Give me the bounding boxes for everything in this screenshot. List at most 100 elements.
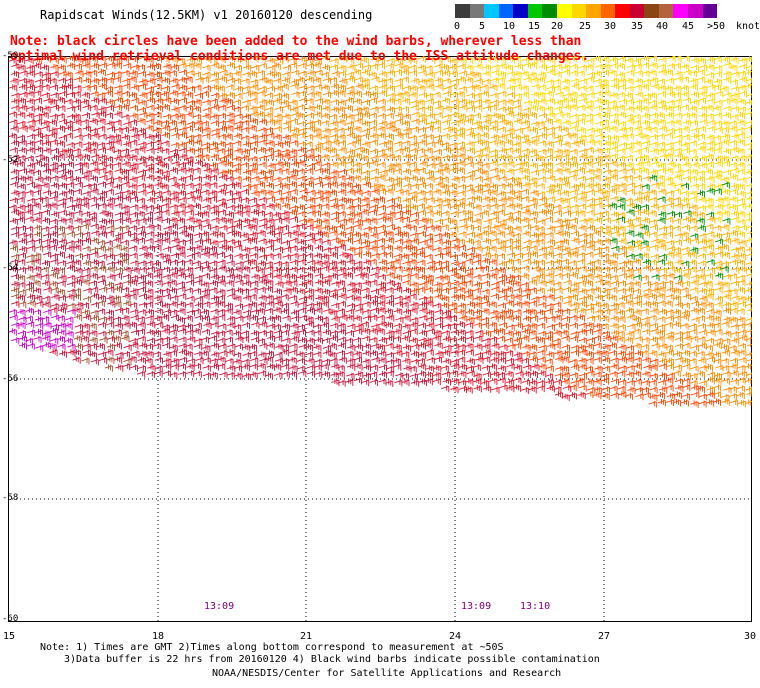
wind-barb [440, 295, 450, 303]
wind-barb [353, 295, 362, 303]
wind-barb [218, 216, 227, 225]
wind-barb [690, 286, 699, 294]
wind-barb [210, 167, 219, 175]
wind-barb [90, 77, 100, 86]
wind-barb [529, 162, 538, 170]
wind-barb [459, 223, 468, 231]
wind-barb [683, 210, 692, 217]
wind-barb [362, 315, 372, 323]
wind-barb [98, 316, 107, 324]
wind-barb [202, 112, 211, 121]
wind-barb [178, 62, 187, 70]
wind-barb [170, 190, 179, 198]
wind-barb [417, 286, 426, 294]
wind-barb [457, 302, 467, 310]
wind-barb [706, 92, 716, 100]
wind-barb [289, 188, 298, 196]
wind-barb [402, 273, 411, 281]
wind-barb [154, 76, 163, 84]
wind-barb [131, 267, 140, 275]
wind-barb [322, 105, 331, 113]
wind-barb [241, 210, 250, 217]
wind-barb [392, 127, 401, 135]
wind-barb [378, 251, 387, 259]
wind-barb [680, 76, 689, 84]
wind-barb [672, 188, 681, 196]
wind-barb [154, 279, 163, 287]
wind-barb [473, 372, 482, 380]
wind-barb [680, 197, 689, 205]
wind-barb [353, 281, 362, 289]
wind-barb [234, 125, 243, 133]
wind-barb [441, 69, 451, 78]
wind-barb [640, 308, 649, 316]
wind-barb [266, 132, 275, 140]
wind-barb [298, 337, 307, 345]
wind-barb [42, 189, 52, 197]
wind-barb [66, 240, 75, 248]
wind-barb [746, 390, 752, 397]
wind-barb [346, 75, 356, 84]
wind-barb [385, 237, 395, 245]
wind-barb [441, 385, 450, 393]
wind-barb [466, 357, 475, 366]
wind-barb [745, 134, 752, 141]
wind-barb [283, 231, 292, 239]
wind-barb [721, 196, 730, 204]
wind-barb [264, 272, 274, 280]
wind-barb [144, 90, 154, 98]
wind-barb [336, 203, 345, 211]
wind-barb [561, 197, 570, 205]
wind-barb [418, 118, 428, 126]
wind-barb [482, 203, 491, 211]
wind-barb [162, 309, 172, 317]
wind-barb [379, 265, 388, 274]
wind-barb [73, 313, 83, 322]
wind-barb [234, 92, 243, 100]
wind-barb [464, 210, 474, 218]
wind-barb [313, 57, 322, 65]
wind-barb [106, 120, 115, 128]
wind-barb [32, 309, 41, 317]
wind-barb [424, 65, 433, 73]
wind-barb [617, 350, 626, 358]
wind-barb [370, 272, 379, 280]
wind-barb [120, 168, 129, 177]
wind-barb [553, 105, 563, 113]
wind-barb [328, 76, 338, 84]
wind-barb [634, 350, 643, 358]
wind-barb [577, 258, 586, 266]
wind-barb [513, 104, 522, 112]
wind-barb [738, 295, 747, 303]
wind-barb [338, 188, 347, 196]
wind-barb [562, 104, 572, 112]
wind-barb [219, 224, 228, 232]
wind-barb [9, 84, 18, 92]
wind-barb [32, 202, 41, 210]
wind-barb [378, 371, 387, 379]
wind-barb [448, 314, 457, 322]
wind-barb [336, 350, 345, 358]
wind-barb [194, 211, 203, 219]
wind-barb [707, 329, 716, 337]
wind-barb [697, 323, 706, 330]
wind-barb [442, 323, 451, 331]
wind-barb [10, 287, 20, 295]
wind-barb [17, 183, 26, 191]
wind-barb [674, 112, 683, 120]
wind-barb [440, 260, 450, 268]
wind-barb [723, 330, 732, 338]
wind-barb [314, 244, 323, 252]
wind-barb [521, 195, 530, 203]
wind-barb [313, 252, 323, 260]
wind-barb [659, 342, 668, 351]
wind-barb [578, 337, 587, 345]
wind-barb [602, 308, 611, 316]
wind-barb [131, 133, 140, 141]
wind-barb [466, 370, 475, 378]
wind-barb [256, 307, 265, 315]
wind-barb [377, 281, 387, 289]
wind-barb [434, 161, 443, 169]
wind-barb [267, 323, 276, 331]
wind-barb [617, 77, 627, 86]
